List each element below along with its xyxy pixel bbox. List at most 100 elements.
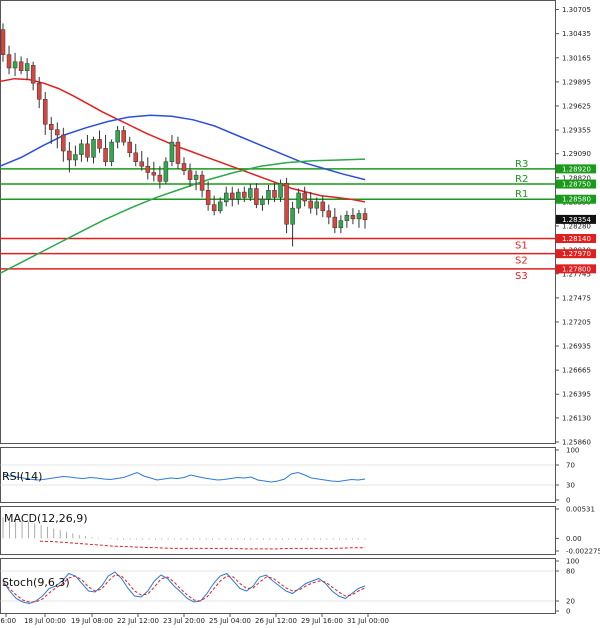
level-price-tag-text: 1.28580 <box>562 196 591 204</box>
candle-body <box>278 182 283 198</box>
candle-body <box>302 192 307 202</box>
candle-body <box>145 165 151 173</box>
tick-label: 0 <box>566 497 570 505</box>
candle-body <box>163 161 169 182</box>
candle-body <box>181 163 187 171</box>
price-tick-label: 1.28820 <box>562 174 591 182</box>
macd-signal-line <box>39 540 365 550</box>
level-label-r3: R3 <box>515 159 528 170</box>
level-price-tag-text: 1.27800 <box>562 265 591 273</box>
stoch-k-line <box>2 571 366 605</box>
price-tick-label: 1.27475 <box>562 294 591 302</box>
level-price-tag <box>556 233 596 243</box>
time-tick-label: 19 Jul 08:00 <box>71 617 113 625</box>
price-tick-label: 1.26935 <box>562 343 591 351</box>
candle-body <box>42 99 48 125</box>
price-panel: R3 R2 R1 S1 S2 S3 1.30705 1.30435 1.30165 1.2989… <box>0 0 596 447</box>
price-panel-frame <box>0 0 556 444</box>
candle-body <box>36 82 42 100</box>
rsi-panel: RSI(14) 100 70 30 0 <box>0 447 579 505</box>
level-price-tag <box>556 164 596 174</box>
candle-body <box>193 174 199 180</box>
candle-body <box>175 141 181 164</box>
candle-body <box>55 129 60 136</box>
candle-body <box>121 130 126 143</box>
candle-body <box>49 123 54 130</box>
candle-body <box>362 213 368 221</box>
candle-body <box>169 141 175 162</box>
tick-label: 0.00531 <box>566 506 595 514</box>
time-tick-label: 26 Jul 12:00 <box>255 617 297 625</box>
time-tick-label: 31 Jul 00:00 <box>347 617 389 625</box>
price-tick-label: 1.27745 <box>562 270 591 278</box>
rsi-panel-frame <box>0 447 556 503</box>
candle-body <box>61 134 66 152</box>
support-resistance-lines <box>0 168 555 270</box>
tick-label: 70 <box>566 462 575 470</box>
current-price-text: 1.28354 <box>562 216 591 224</box>
time-tick-label: 23 Jul 20:00 <box>163 617 205 625</box>
stoch-panel-frame <box>0 558 556 614</box>
price-tick-label: 1.30435 <box>562 30 591 38</box>
macd-panel-frame <box>0 506 556 555</box>
price-tick-label: 1.30705 <box>562 6 591 14</box>
level-label-s1: S1 <box>515 240 528 251</box>
tick-label: 20 <box>566 598 575 606</box>
time-tick-label: 29 Jul 16:00 <box>301 617 343 625</box>
rsi-axis: 100 70 30 0 <box>555 447 579 505</box>
stoch-axis: 100 80 20 0 <box>555 558 579 616</box>
rsi-label: RSI(14) <box>2 470 42 483</box>
level-price-tag <box>556 194 596 204</box>
price-tick-label: 1.29090 <box>562 150 591 158</box>
tick-label: 30 <box>566 482 575 490</box>
moving-average-line <box>0 114 366 181</box>
candle-body <box>356 213 362 220</box>
level-price-tag-text: 1.27970 <box>562 250 591 258</box>
price-tick-label: 1.28280 <box>562 223 591 231</box>
level-price-tag-text: 1.28750 <box>562 181 591 189</box>
tick-label: 0 <box>566 608 570 616</box>
macd-label: MACD(12,26,9) <box>4 512 88 525</box>
price-tick-label: 1.29895 <box>562 78 591 86</box>
candlesticks <box>0 23 368 247</box>
candle-body <box>230 192 235 200</box>
candle-body <box>12 61 18 69</box>
level-price-tag <box>556 249 596 259</box>
rsi-line <box>2 471 366 483</box>
macd-histogram <box>2 517 366 550</box>
candle-body <box>73 154 78 161</box>
candle-body <box>157 174 163 182</box>
candle-body <box>254 188 259 205</box>
candle-body <box>332 216 338 229</box>
candle-body <box>85 143 90 158</box>
candle-body <box>350 215 356 220</box>
tick-label: -0.002275 <box>566 548 600 556</box>
candle-body <box>260 198 265 205</box>
candle-body <box>248 188 253 198</box>
tick-label: 100 <box>566 558 579 566</box>
level-labels: R3 R2 R1 S1 S2 S3 <box>515 159 528 282</box>
level-label-r2: R2 <box>515 174 528 185</box>
price-tick-label: 1.26130 <box>562 414 591 422</box>
candle-body <box>205 190 211 205</box>
level-label-s3: S3 <box>515 271 528 282</box>
stoch-d-line <box>2 574 366 603</box>
price-tags: 1.28920 1.28750 1.28580 1.28140 1.27970 1.278… <box>556 164 596 274</box>
candle-body <box>139 161 145 167</box>
candle-body <box>133 152 138 162</box>
macd-axis: 0.00531 0.00 -0.002275 <box>555 506 600 556</box>
price-tick-label: 1.29355 <box>562 127 591 135</box>
level-price-tag-text: 1.28140 <box>562 235 591 243</box>
price-tick-label: 1.26395 <box>562 391 591 399</box>
candle-body <box>97 139 102 149</box>
candle-body <box>199 174 205 191</box>
candle-body <box>236 191 241 200</box>
moving-average-line <box>0 158 366 274</box>
candle-body <box>187 170 193 180</box>
candle-body <box>272 190 277 198</box>
time-tick-label: 22 Jul 12:00 <box>117 617 159 625</box>
candle-body <box>223 192 229 203</box>
price-tick-label: 1.25860 <box>562 439 591 447</box>
candle-body <box>115 130 120 143</box>
